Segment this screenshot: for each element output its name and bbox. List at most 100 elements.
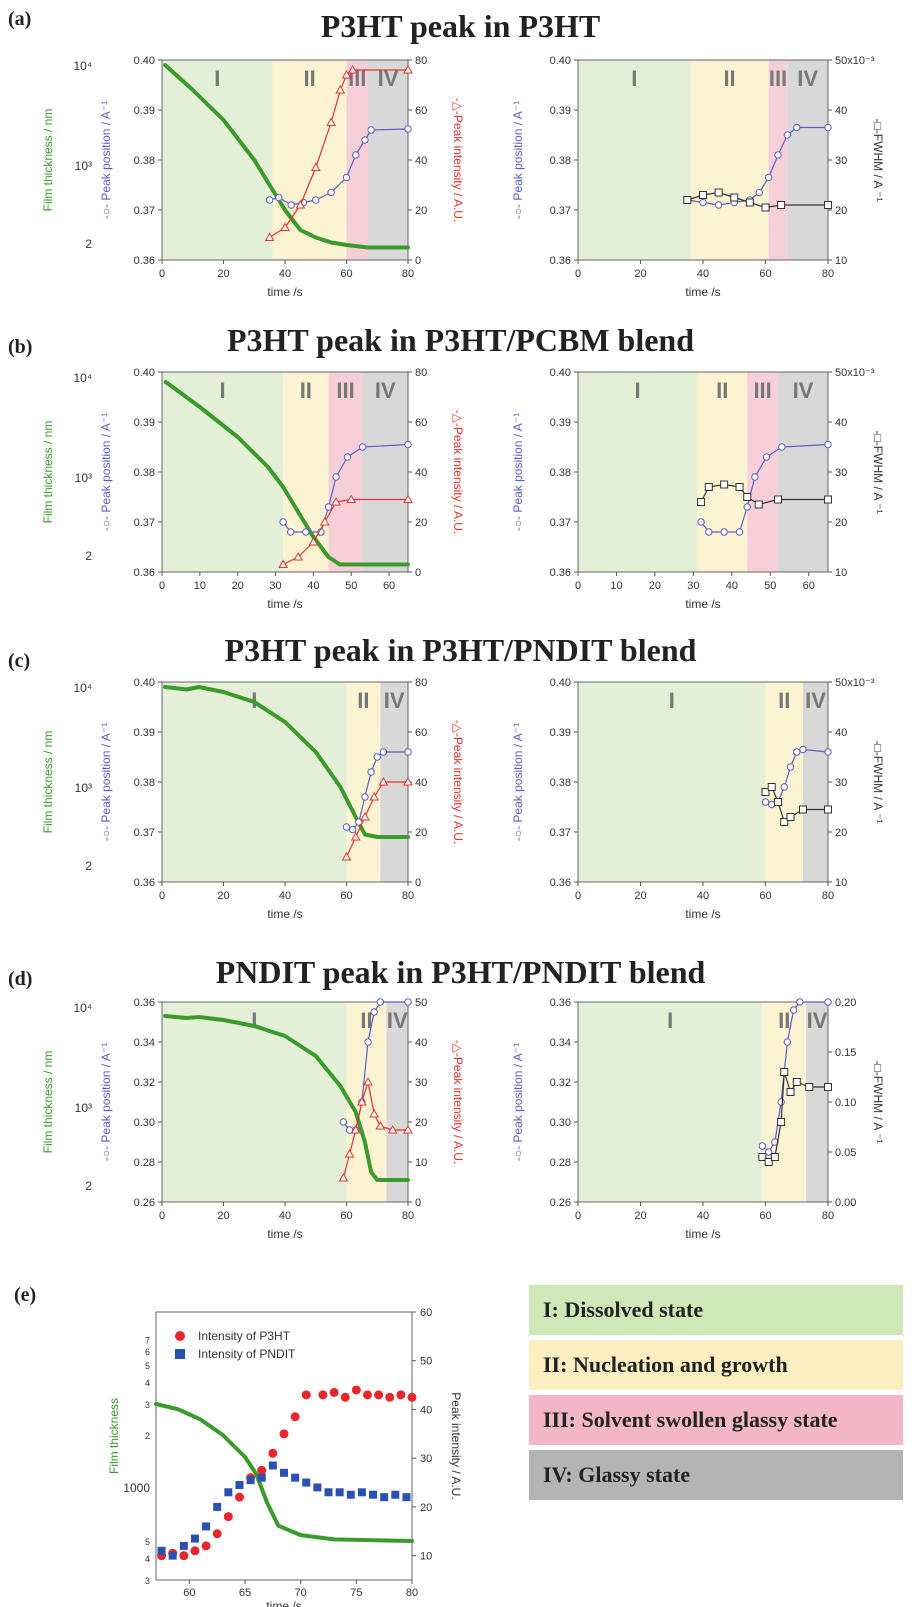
data-point-fwhm — [754, 500, 763, 509]
thickness-tick-label: 4 — [145, 1554, 150, 1564]
x-tick-label: 40 — [726, 580, 738, 592]
x-tick-label: 40 — [279, 268, 291, 280]
data-point-position — [824, 748, 832, 756]
y-right-tick-label: 20 — [835, 827, 847, 839]
thickness-tick-label: 3 — [145, 1400, 150, 1410]
data-point-position — [275, 193, 283, 202]
data-point-position — [793, 123, 801, 132]
data-point-position — [364, 1038, 372, 1046]
y-right-axis-title: -△-Peak intensity / A.U. — [451, 720, 465, 845]
data-point-pndit — [213, 1502, 222, 1511]
phase-label-III: III — [336, 378, 354, 403]
y-left-tick-label: 0.36 — [134, 997, 155, 1009]
series-line-thickness — [163, 1014, 410, 1182]
plot-frame — [155, 1311, 413, 1581]
x-tick-label: 30 — [269, 580, 281, 592]
data-point-position — [699, 198, 707, 207]
phase-label-III: III — [769, 66, 787, 91]
data-point-position — [342, 173, 351, 182]
data-point-intensity — [347, 64, 358, 74]
phase-region-I — [578, 60, 691, 260]
y-right-tick-label: 40 — [415, 777, 427, 789]
data-point-fwhm — [735, 483, 744, 491]
phase-region-I — [578, 372, 698, 572]
y-right-tick-label: 10 — [835, 567, 847, 579]
x-tick-label: 50 — [345, 580, 357, 592]
y-left-tick-label: 0.39 — [134, 417, 155, 429]
data-point-intensity — [308, 536, 319, 546]
legend-label-p3ht: Intensity of P3HT — [198, 1329, 291, 1343]
data-point-intensity — [341, 851, 352, 861]
x-tick-label: 60 — [340, 890, 352, 902]
y-left-tick-label: 0.39 — [550, 105, 571, 117]
x-tick-label: 70 — [295, 1587, 307, 1599]
data-point-fwhm — [786, 1088, 795, 1096]
data-point-intensity — [278, 559, 288, 568]
thickness-tick-label: 5 — [145, 1361, 150, 1371]
phase-region-I — [162, 372, 284, 572]
data-point-intensity — [369, 1108, 380, 1118]
thickness-tick-label: 2 — [85, 237, 92, 251]
data-point-intensity — [369, 791, 380, 801]
y-left-axis-title: -○- Peak position / A⁻¹ — [511, 1043, 525, 1161]
data-point-fwhm — [777, 1118, 786, 1126]
phase-label-IV: IV — [378, 66, 399, 91]
x-tick-label: 0 — [575, 580, 581, 592]
data-point-position — [768, 800, 776, 809]
data-point-fwhm — [743, 493, 752, 501]
data-point-intensity — [357, 1096, 367, 1106]
y-left-tick-label: 0.38 — [134, 467, 155, 479]
data-point-intensity — [346, 494, 357, 503]
data-point-intensity — [375, 1120, 386, 1130]
data-point-intensity — [363, 1076, 373, 1086]
y-left-tick-label: 0.38 — [550, 155, 571, 167]
data-point-pndit — [380, 1493, 389, 1502]
data-point-position — [789, 1006, 798, 1014]
y-right-tick-label: 60 — [415, 105, 427, 117]
thickness-tick-label: 6 — [145, 1347, 150, 1357]
x-tick-label: 60 — [759, 1210, 771, 1222]
data-point-pndit — [302, 1478, 311, 1487]
data-point-position — [287, 201, 295, 209]
data-point-fwhm — [824, 805, 832, 814]
y-right-tick-label: 80 — [415, 55, 427, 67]
data-point-p3ht — [290, 1412, 300, 1422]
data-point-position — [373, 753, 381, 761]
y-right-tick-label: 0 — [415, 877, 421, 889]
data-point-fwhm — [774, 798, 782, 806]
data-point-intensity — [295, 199, 306, 209]
phase-label-I: I — [219, 378, 225, 403]
y-right-tick-label: 50x10⁻³ — [835, 677, 875, 689]
thickness-tick-label: 10³ — [75, 1101, 92, 1115]
data-point-pndit — [190, 1534, 199, 1543]
data-point-position — [367, 768, 375, 776]
data-point-fwhm — [730, 193, 739, 202]
data-point-position — [332, 473, 340, 481]
series-line-thickness — [154, 1402, 414, 1543]
x-tick-label: 40 — [697, 890, 709, 902]
y-right-tick-label: 0 — [415, 567, 421, 579]
thickness-tick-label: 10⁴ — [73, 371, 92, 385]
panel-letter-a: (a) — [8, 8, 32, 30]
phase-region-I — [162, 682, 347, 882]
y-right-tick-label: 80 — [415, 367, 427, 379]
y-right-axis-title: -△-Peak intensity / A.U. — [451, 98, 465, 223]
y-left-tick-label: 0.36 — [134, 877, 155, 889]
data-point-fwhm — [745, 198, 754, 207]
data-point-p3ht — [190, 1546, 200, 1556]
x-tick-label: 60 — [759, 890, 771, 902]
x-tick-label: 0 — [575, 1210, 581, 1222]
y-right-axis-title: -□-FWHM / A ⁻¹ — [871, 431, 885, 514]
x-tick-label: 50 — [764, 580, 776, 592]
data-point-position — [793, 748, 801, 756]
y-left-tick-label: 0.39 — [134, 105, 155, 117]
x-tick-label: 0 — [159, 1210, 165, 1222]
y-right-tick-label: 50 — [420, 1356, 432, 1368]
x-axis-title: time /s — [685, 285, 720, 299]
x-tick-label: 0 — [159, 890, 165, 902]
thickness-tick-label: 4 — [145, 1378, 150, 1388]
legend-marker-p3ht — [175, 1331, 185, 1341]
y-left-tick-label: 0.26 — [550, 1197, 571, 1209]
